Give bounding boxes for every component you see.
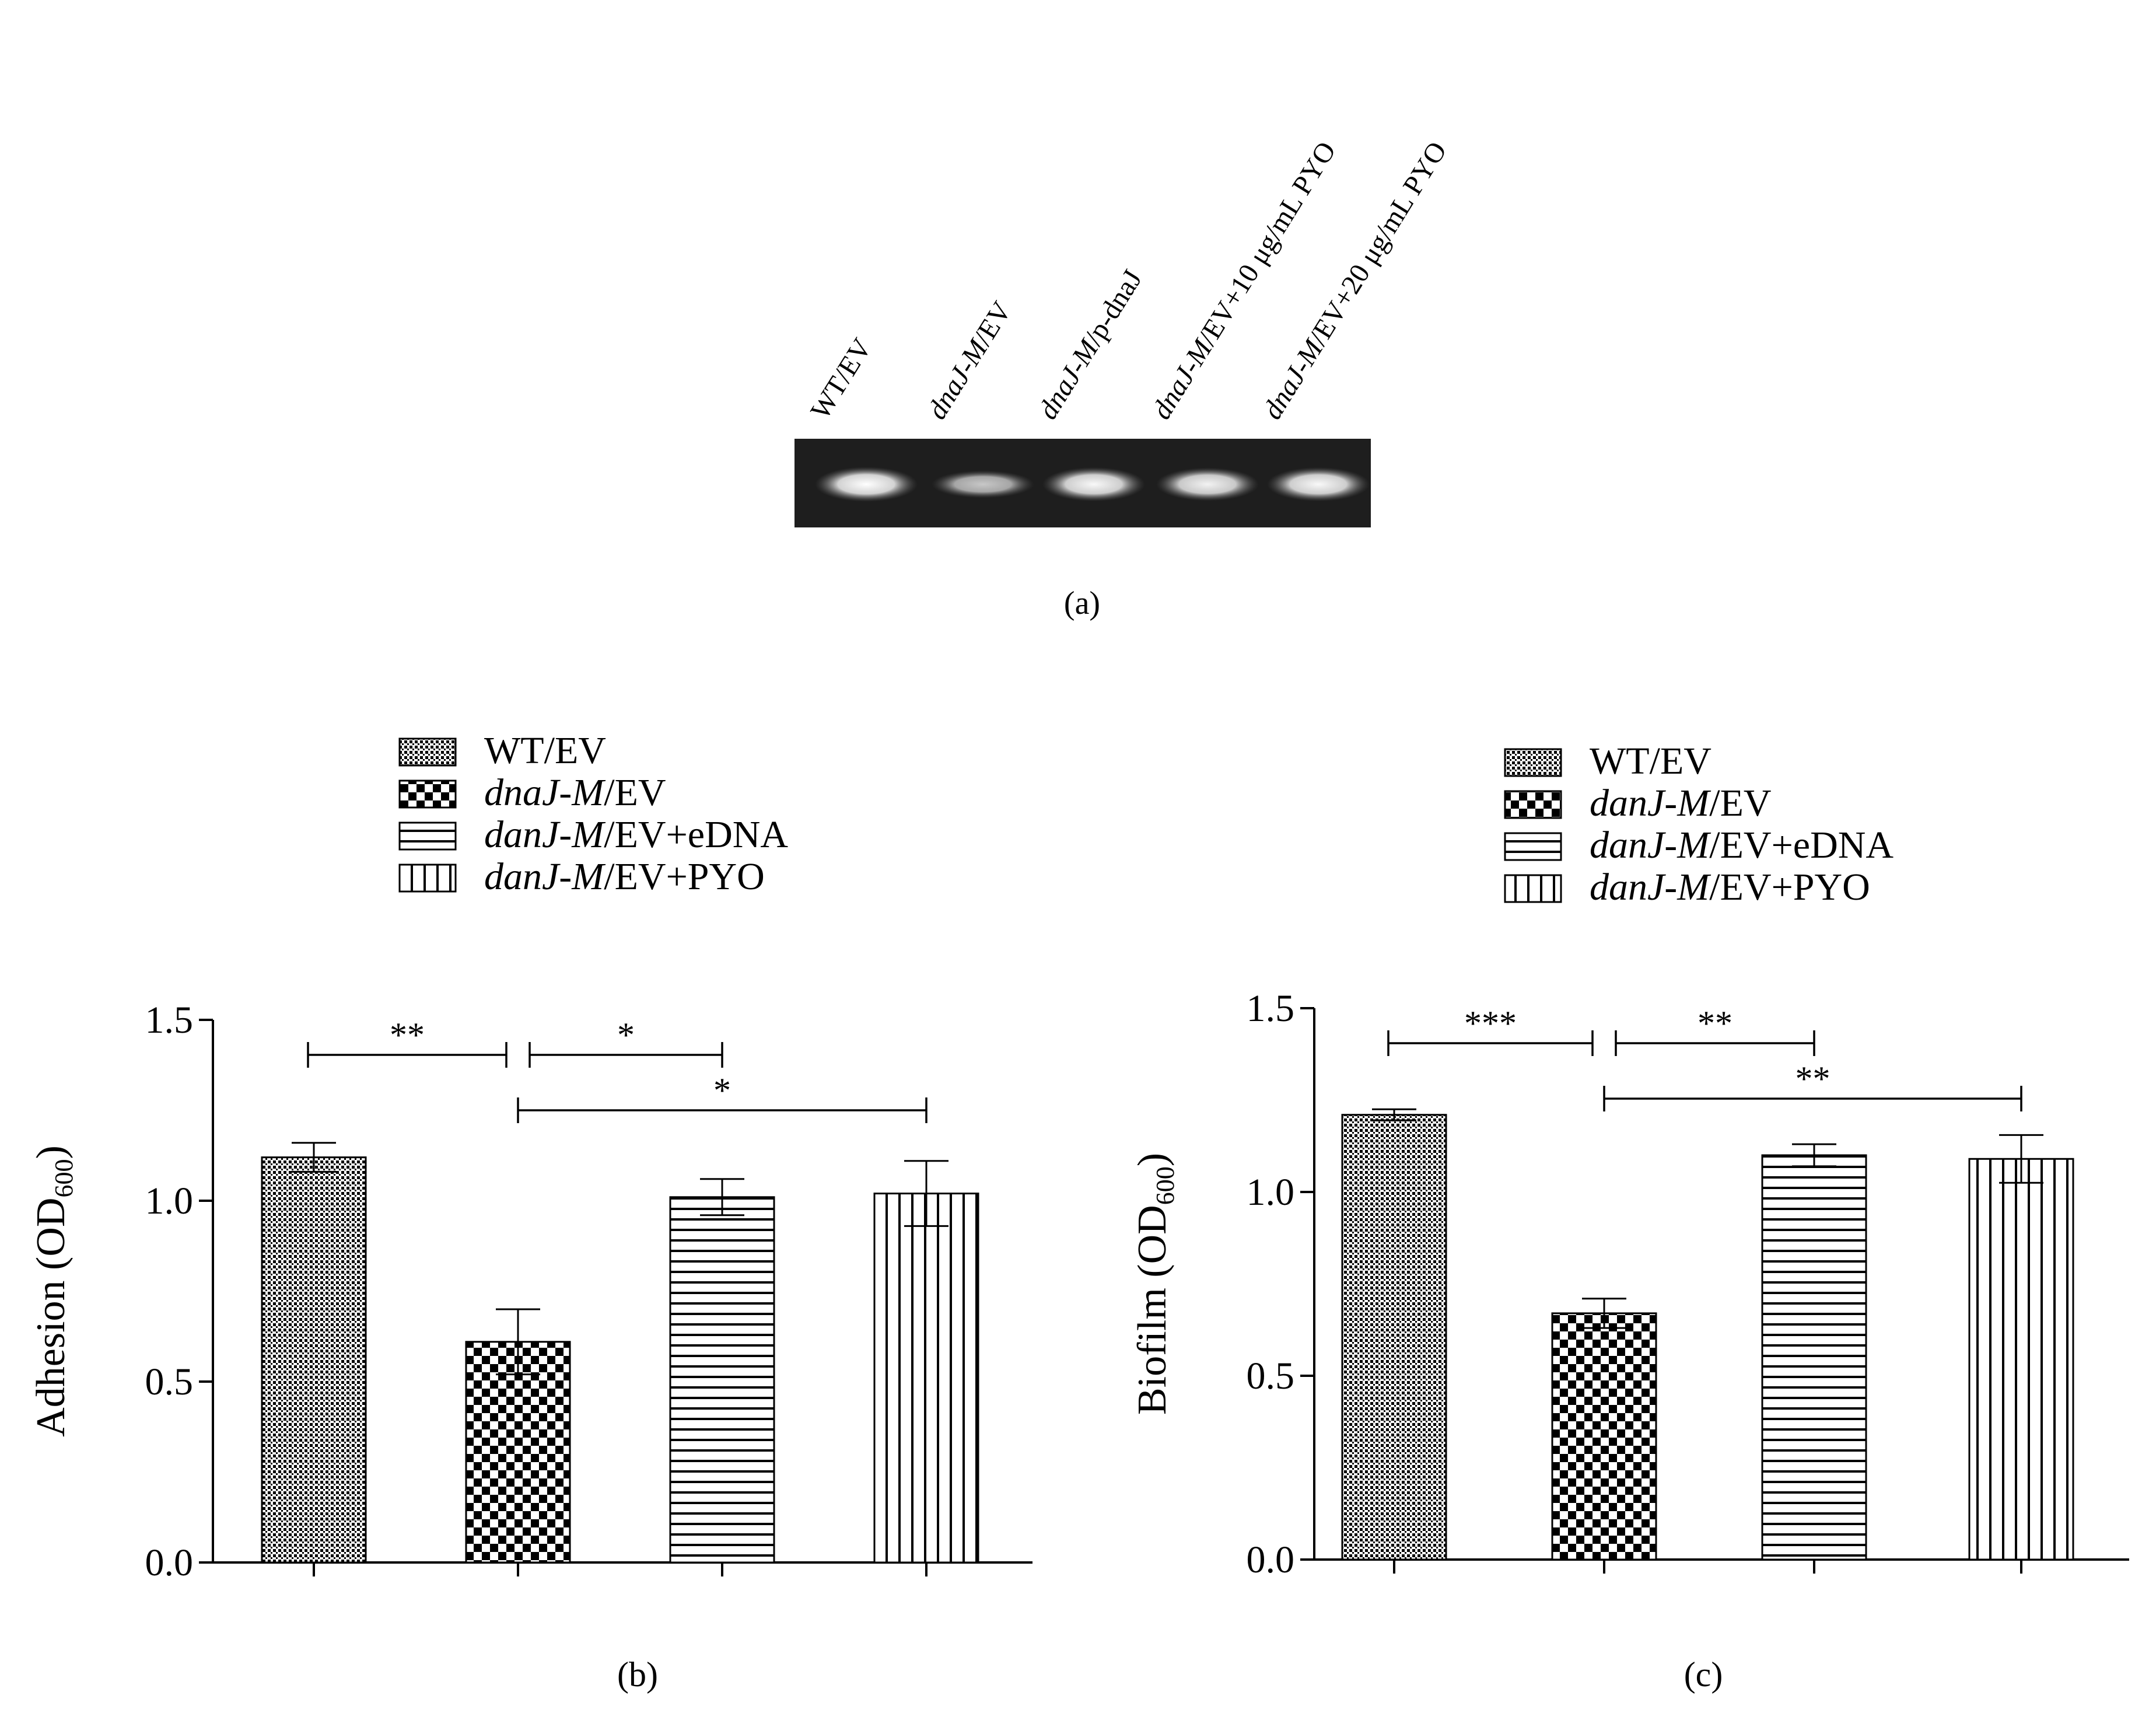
gel-lane-labels: WT/EV dnaJ-M/EVdnaJ-M/p-dnaJdnaJ-M/EV+10 … xyxy=(804,137,1452,425)
legend-label: danJ-M/EV+eDNA xyxy=(484,813,788,856)
legend-label: dnaJ-M/EV xyxy=(484,771,666,814)
legend-swatch xyxy=(1504,748,1562,777)
gel-band xyxy=(1267,467,1370,502)
legend-label: danJ-M/EV+PYO xyxy=(1590,866,1870,908)
gel-lane-label: dnaJ-M/p-dnaJ xyxy=(1032,264,1148,425)
significance-label: ** xyxy=(1796,1060,1831,1098)
chart-b-adhesion: WT/EVdnaJ-M/EVdanJ-M/EV+eDNAdanJ-M/EV+PY… xyxy=(29,729,1032,1694)
gel-lane-label: dnaJ-M/EV+20 μg/mL PYO xyxy=(1256,137,1452,425)
panel-label: (c) xyxy=(1684,1655,1723,1694)
gel-band xyxy=(815,467,918,502)
bar xyxy=(1761,1154,1867,1561)
significance-label: * xyxy=(713,1071,731,1110)
gel-lane-label: WT/EV xyxy=(804,333,878,425)
gel-band xyxy=(1156,467,1259,501)
panel-a-label: (a) xyxy=(1064,585,1100,621)
y-tick-label: 1.5 xyxy=(145,999,194,1041)
gel-bands xyxy=(815,467,1370,502)
legend-swatch xyxy=(1504,874,1562,903)
gel-lane-label: dnaJ-M/EV xyxy=(921,296,1017,425)
legend-label: danJ-M/EV+eDNA xyxy=(1590,824,1894,866)
panel-label: (b) xyxy=(617,1655,658,1694)
bar xyxy=(1341,1114,1447,1561)
significance-label: * xyxy=(617,1016,635,1054)
gel-band xyxy=(1042,467,1145,502)
legend-swatch xyxy=(398,779,457,809)
y-tick-label: 0.5 xyxy=(1247,1355,1295,1397)
gel-panel: WT/EV dnaJ-M/EVdnaJ-M/p-dnaJdnaJ-M/EV+10 … xyxy=(794,137,1453,621)
legend-swatch xyxy=(398,821,457,851)
bar xyxy=(1551,1312,1657,1561)
significance-label: *** xyxy=(1464,1004,1517,1043)
y-tick-label: 0.0 xyxy=(145,1541,194,1584)
legend-swatch xyxy=(398,737,457,767)
y-tick-label: 0.0 xyxy=(1247,1539,1295,1581)
legend-label: WT/EV xyxy=(484,729,606,772)
y-tick-label: 1.0 xyxy=(1247,1171,1295,1214)
legend-swatch xyxy=(1504,790,1562,819)
y-tick-label: 1.5 xyxy=(1247,987,1295,1030)
legend-swatch xyxy=(1504,832,1562,861)
y-tick-label: 1.0 xyxy=(145,1180,194,1222)
legend-label: danJ-M/EV xyxy=(1590,782,1772,824)
gel-lane-label: dnaJ-M/EV+10 μg/mL PYO xyxy=(1146,137,1342,425)
bar xyxy=(1968,1158,2074,1561)
bar xyxy=(873,1193,979,1564)
significance-label: ** xyxy=(390,1016,425,1054)
legend-swatch xyxy=(398,864,457,893)
bar xyxy=(261,1156,367,1564)
bar xyxy=(465,1341,571,1564)
y-tick-label: 0.5 xyxy=(145,1361,194,1403)
y-axis-label: Biofilm (OD600) xyxy=(1130,1153,1180,1415)
legend-label: WT/EV xyxy=(1590,740,1712,782)
significance-label: ** xyxy=(1698,1004,1732,1043)
chart-c-biofilm: WT/EVdanJ-M/EVdanJ-M/EV+eDNAdanJ-M/EV+PY… xyxy=(1130,740,2129,1694)
bar xyxy=(669,1196,775,1564)
gel-band xyxy=(932,470,1034,498)
y-axis-label: Adhesion (OD600) xyxy=(29,1145,78,1437)
legend-label: danJ-M/EV+PYO xyxy=(484,855,765,898)
